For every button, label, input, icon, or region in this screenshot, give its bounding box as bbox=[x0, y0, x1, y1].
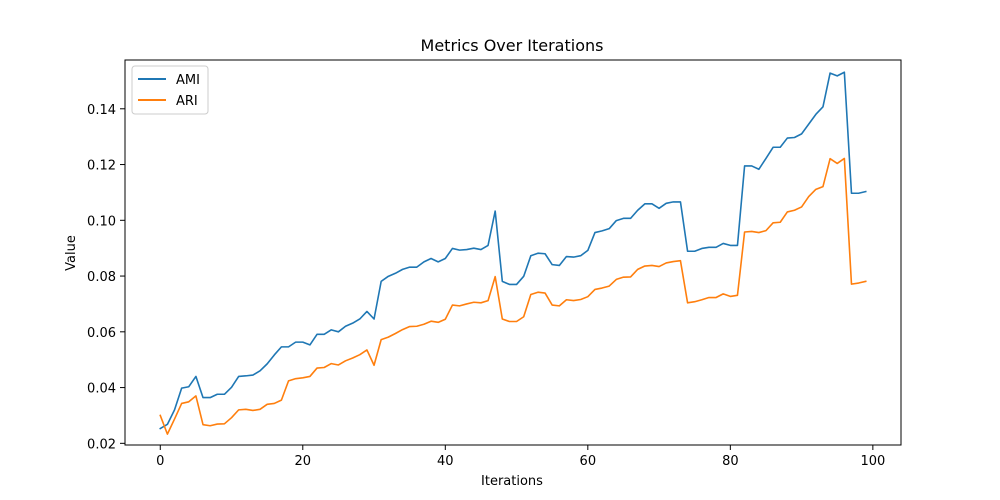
x-tick-label: 20 bbox=[295, 454, 312, 469]
y-tick-label: 0.06 bbox=[87, 326, 116, 341]
y-tick-label: 0.04 bbox=[87, 382, 116, 397]
y-axis: 0.02 0.04 0.06 0.08 0.10 0.12 0.14 bbox=[87, 103, 125, 452]
plot-area bbox=[124, 59, 902, 446]
x-tick-label: 0 bbox=[156, 454, 164, 469]
x-tick-label: 80 bbox=[722, 454, 739, 469]
legend-label-ami: AMI bbox=[176, 73, 200, 88]
series-lines bbox=[159, 71, 867, 435]
x-tick-label: 40 bbox=[437, 454, 454, 469]
x-tick-label: 60 bbox=[580, 454, 597, 469]
y-tick-label: 0.14 bbox=[87, 103, 116, 118]
legend: AMI ARI bbox=[131, 65, 209, 115]
y-tick-label: 0.02 bbox=[87, 437, 116, 452]
y-tick-label: 0.12 bbox=[87, 159, 116, 174]
y-tick-label: 0.10 bbox=[87, 214, 116, 229]
x-tick-label: 100 bbox=[860, 454, 885, 469]
legend-label-ari: ARI bbox=[176, 94, 198, 109]
x-axis: 0 20 40 60 80 100 bbox=[156, 445, 885, 469]
series-line-ari bbox=[159, 157, 867, 435]
x-axis-title: Iterations bbox=[481, 474, 543, 489]
plot-frame bbox=[124, 59, 902, 446]
series-line-ami bbox=[159, 71, 867, 430]
y-axis-title: Value bbox=[64, 235, 79, 271]
y-tick-label: 0.08 bbox=[87, 270, 116, 285]
chart-title: Metrics Over Iterations bbox=[421, 36, 604, 55]
